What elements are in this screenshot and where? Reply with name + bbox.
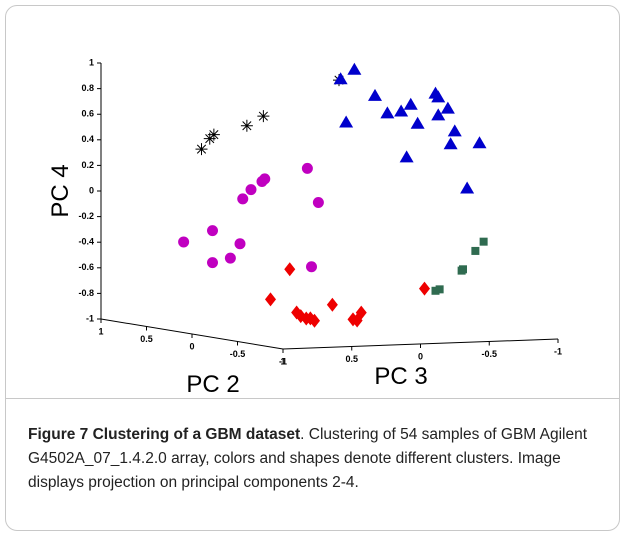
point <box>431 90 446 103</box>
point <box>440 101 455 114</box>
point <box>284 262 296 277</box>
point <box>301 162 313 174</box>
point <box>460 181 475 194</box>
z-tick-label: 0.6 <box>81 109 94 119</box>
point <box>195 143 208 156</box>
point <box>368 88 382 101</box>
x-tick-label: -1 <box>279 356 287 366</box>
point <box>257 110 270 123</box>
point <box>403 97 418 110</box>
point <box>304 311 316 326</box>
x-axis-title: PC 2 <box>186 371 239 398</box>
point <box>237 193 249 205</box>
x-tick-label: 0.5 <box>140 334 153 344</box>
point <box>394 104 409 117</box>
point <box>431 108 446 121</box>
point <box>240 119 253 132</box>
y-axis-title: PC 3 <box>374 363 427 390</box>
point <box>203 132 216 145</box>
x-tick-label: -0.5 <box>230 349 246 359</box>
point <box>256 176 268 187</box>
point <box>234 238 246 250</box>
point <box>435 285 444 294</box>
z-tick-label: -0.8 <box>78 288 94 298</box>
z-tick-label: -0.6 <box>78 262 94 272</box>
point <box>207 225 218 237</box>
point <box>347 62 362 75</box>
z-tick-label: 0.2 <box>81 160 94 170</box>
point <box>419 281 430 296</box>
point <box>312 196 324 208</box>
point <box>306 261 317 273</box>
x-tick-label: 1 <box>98 326 103 336</box>
z-tick-label: -0.2 <box>78 211 94 221</box>
point <box>351 313 363 328</box>
z-tick-label: 0.8 <box>81 83 94 93</box>
x-tick-label: 0 <box>189 341 194 351</box>
point <box>447 124 462 137</box>
point <box>479 237 488 246</box>
figure-card: PC 4 PC 2 PC 3 -1 -0.8 -0.6 -0.4 -0.2 0 0.2 0.4… <box>5 5 620 531</box>
point <box>380 106 395 119</box>
caption-title: Figure 7 Clustering of a GBM dataset <box>28 426 301 443</box>
z-tick-label: 0.4 <box>81 134 94 144</box>
point <box>245 184 257 196</box>
y-tick-label: -1 <box>554 346 562 356</box>
y-tick-label: 1 <box>280 356 285 366</box>
z-axis-title: PC 4 <box>47 164 74 217</box>
point <box>339 115 354 128</box>
z-tick-label: -1 <box>86 313 94 323</box>
chart: PC 4 PC 2 PC 3 -1 -0.8 -0.6 -0.4 -0.2 0 0.2 0.4… <box>47 57 562 398</box>
point <box>443 137 458 150</box>
point <box>333 72 348 85</box>
point <box>326 297 338 312</box>
point <box>224 252 236 264</box>
point <box>457 266 466 275</box>
z-tick-label: 0 <box>89 185 94 195</box>
y-tick-label: -0.5 <box>481 349 497 359</box>
z-tick-label: -0.4 <box>78 237 94 247</box>
y-tick-label: 0 <box>418 351 423 361</box>
point <box>431 286 440 295</box>
point <box>178 236 190 248</box>
point <box>472 136 487 149</box>
point <box>410 116 425 129</box>
point <box>471 246 480 255</box>
caption-text: . Clustering of 54 samples of GBM Agilen… <box>28 426 588 491</box>
y-tick-label: 0.5 <box>345 354 358 364</box>
point <box>207 257 218 269</box>
z-tick-label: 1 <box>89 57 94 67</box>
point <box>399 150 414 163</box>
caption: Figure 7 Clustering of a GBM dataset. Cl… <box>6 398 619 495</box>
point <box>265 292 276 307</box>
